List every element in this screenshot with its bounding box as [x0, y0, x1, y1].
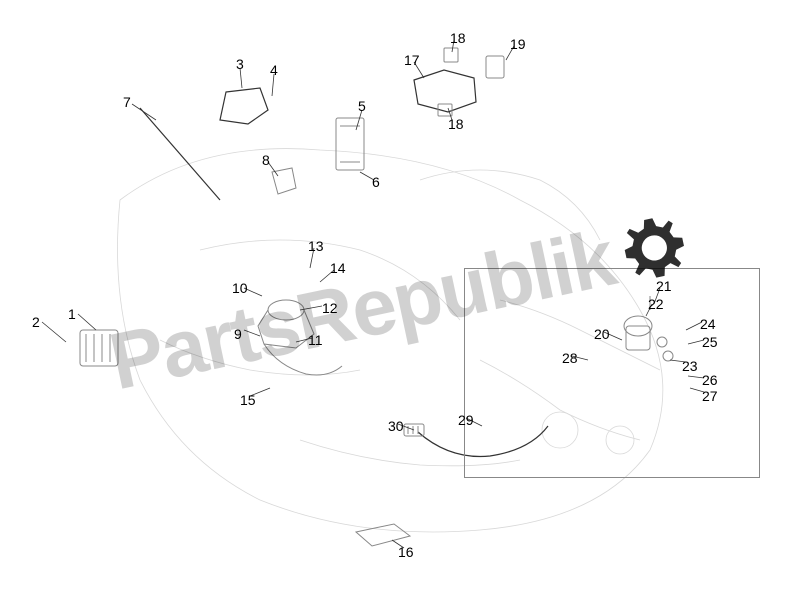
callout-number: 4: [270, 62, 278, 78]
callout-number: 27: [702, 388, 718, 404]
callout-number: 15: [240, 392, 256, 408]
callout-number: 17: [404, 52, 420, 68]
callout-number: 7: [123, 94, 131, 110]
callout-number: 22: [648, 296, 664, 312]
callout-number: 19: [510, 36, 526, 52]
callout-number: 30: [388, 418, 404, 434]
callout-number: 3: [236, 56, 244, 72]
callout-number: 29: [458, 412, 474, 428]
callout-number: 18: [448, 116, 464, 132]
callout-number: 25: [702, 334, 718, 350]
callout-number: 24: [700, 316, 716, 332]
callout-number: 18: [450, 30, 466, 46]
callout-number: 6: [372, 174, 380, 190]
callout-number: 23: [682, 358, 698, 374]
callout-number: 1: [68, 306, 76, 322]
callout-number: 26: [702, 372, 718, 388]
callout-number: 5: [358, 98, 366, 114]
callout-number: 13: [308, 238, 324, 254]
callout-number: 20: [594, 326, 610, 342]
callout-number: 2: [32, 314, 40, 330]
callout-number: 28: [562, 350, 578, 366]
gear-icon: [613, 206, 696, 289]
callout-number: 16: [398, 544, 414, 560]
callout-number: 8: [262, 152, 270, 168]
